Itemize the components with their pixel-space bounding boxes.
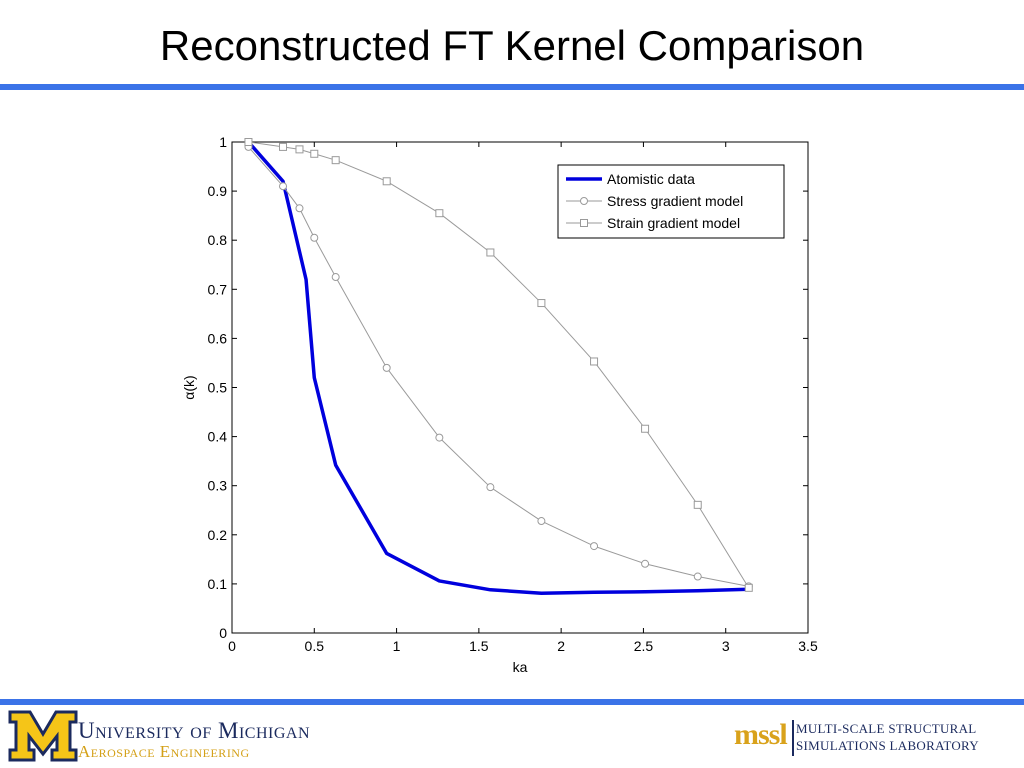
legend-marker: [580, 197, 588, 205]
y-tick-label: 0.9: [208, 183, 228, 199]
data-point: [590, 357, 599, 366]
y-tick-label: 0.7: [208, 281, 228, 297]
data-point: [435, 209, 444, 218]
data-point: [244, 138, 253, 146]
x-tick-label: 0: [228, 638, 236, 654]
data-point: [537, 299, 546, 308]
legend-marker: [580, 219, 588, 227]
x-tick-label: 2.5: [634, 638, 654, 654]
block-m-logo: [8, 710, 78, 762]
x-axis-label: ka: [513, 659, 528, 675]
footer-divider: [0, 699, 1024, 705]
data-point: [279, 142, 288, 151]
data-point: [641, 424, 650, 433]
data-series: [244, 138, 753, 595]
university-name: University of Michigan: [78, 718, 310, 743]
data-point: [641, 559, 650, 568]
legend-label: Strain gradient model: [607, 215, 740, 231]
series-line: [247, 140, 749, 595]
slide-title: Reconstructed FT Kernel Comparison: [159, 22, 865, 69]
x-tick-label: 0.5: [305, 638, 325, 654]
department-name: Aerospace Engineering: [78, 742, 250, 761]
y-tick-label: 0.6: [208, 330, 228, 346]
lab-name-line-1: MULTI-SCALE STRUCTURAL: [796, 721, 977, 736]
y-tick-label: 0: [219, 625, 227, 641]
data-point: [486, 483, 495, 492]
legend-label: Stress gradient model: [607, 193, 743, 209]
lab-logo-divider: [792, 720, 794, 756]
x-tick-label: 3.5: [798, 638, 818, 654]
data-point: [310, 149, 319, 158]
data-point: [279, 182, 288, 191]
data-point: [295, 204, 304, 213]
y-tick-label: 0.1: [208, 576, 228, 592]
data-point: [310, 233, 319, 242]
x-tick-label: 1.5: [469, 638, 489, 654]
data-point: [693, 500, 702, 509]
x-tick-label: 3: [722, 638, 730, 654]
data-point: [693, 572, 702, 581]
lab-logo: mssl MULTI-SCALE STRUCTURAL SIMULATIONS …: [732, 716, 1022, 764]
lab-wordmark: mssl: [734, 718, 788, 751]
data-point: [382, 177, 391, 186]
y-tick-label: 0.8: [208, 232, 228, 248]
data-point: [744, 583, 753, 592]
university-logo: University of Michigan Aerospace Enginee…: [6, 708, 356, 766]
y-tick-label: 0.3: [208, 478, 228, 494]
lab-name-line-2: SIMULATIONS LABORATORY: [796, 738, 979, 753]
data-point: [331, 273, 340, 282]
data-point: [590, 542, 599, 551]
data-point: [435, 433, 444, 442]
y-axis-label: α(k): [181, 375, 197, 399]
y-tick-label: 0.5: [208, 380, 228, 396]
title-divider: [0, 84, 1024, 90]
data-point: [331, 156, 340, 165]
data-point: [537, 517, 546, 526]
x-tick-label: 1: [393, 638, 401, 654]
y-tick-label: 1: [219, 134, 227, 150]
axis-ticks: 0 0.5 1 1.5 2 2.5 3 3.5 0 0.1 0.2 0.3 0.4 0.5 0.6 0.7 0.…: [208, 134, 818, 654]
legend-label: Atomistic data: [607, 171, 695, 187]
data-point: [486, 248, 495, 257]
legend: Atomistic data Stress gradient model Strai…: [557, 164, 785, 239]
data-point: [382, 363, 391, 372]
kernel-comparison-chart: 0 0.5 1 1.5 2 2.5 3 3.5 0 0.1 0.2 0.3 0.4 0.5 0.6 0.7 0.…: [181, 134, 818, 675]
x-tick-label: 2: [557, 638, 565, 654]
data-point: [295, 145, 304, 154]
y-tick-label: 0.4: [208, 429, 228, 445]
y-tick-label: 0.2: [208, 527, 228, 543]
